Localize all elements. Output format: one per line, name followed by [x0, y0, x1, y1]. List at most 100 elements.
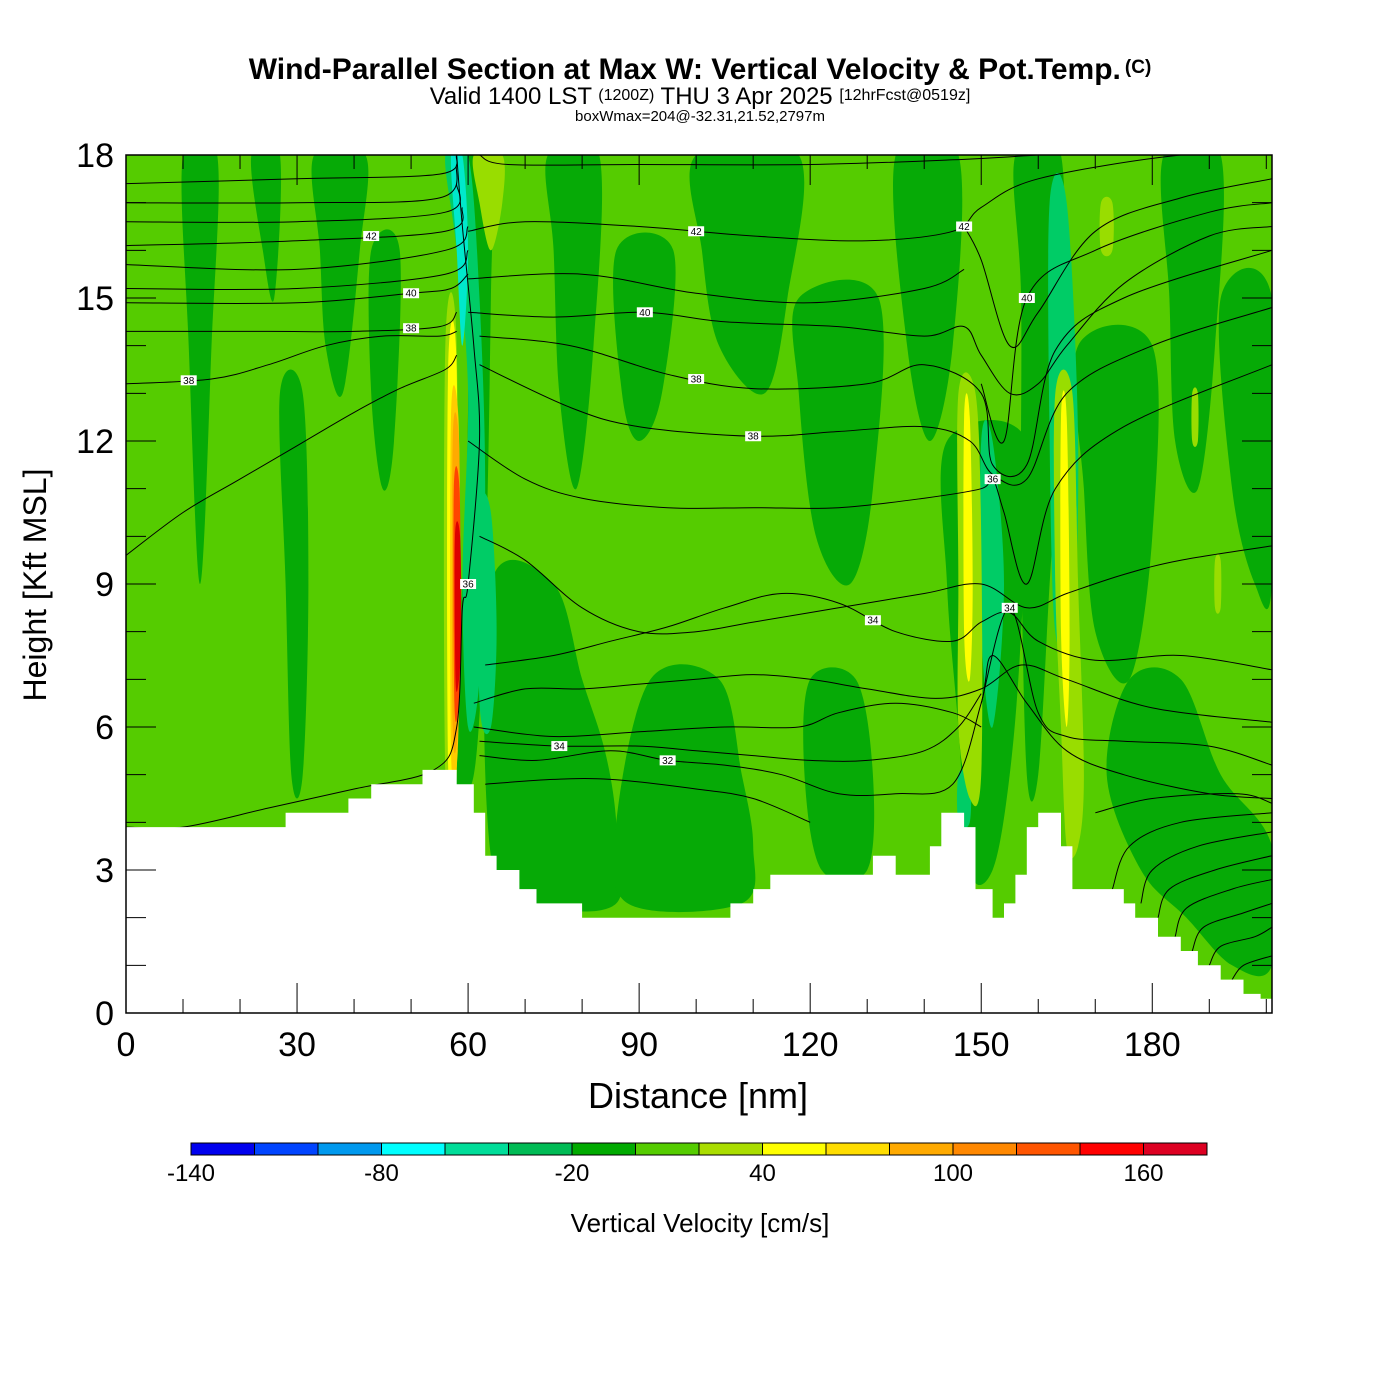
copyright-mark: (C)	[1124, 57, 1152, 78]
x-tick-label: 180	[1124, 1026, 1181, 1064]
x-tick-label: 120	[782, 1026, 839, 1064]
colorbar-swatch	[825, 1142, 890, 1156]
w-region	[311, 155, 369, 397]
y-tick-label: 18	[76, 137, 114, 175]
colorbar-swatch	[1079, 1142, 1144, 1156]
w-region	[454, 521, 462, 692]
theta-contour	[479, 535, 1272, 635]
w-region	[1191, 387, 1199, 447]
x-tick-label: 150	[953, 1026, 1010, 1064]
contour-label: 34	[551, 741, 568, 753]
x-tick-label: 0	[117, 1026, 136, 1064]
svg-text:38: 38	[691, 375, 703, 386]
svg-text:40: 40	[639, 308, 651, 319]
theta-contour	[1111, 812, 1272, 890]
colorbar-swatch	[1016, 1142, 1081, 1156]
svg-text:38: 38	[406, 324, 418, 335]
colorbar-tick-label: 40	[749, 1160, 776, 1187]
colorbar-swatch	[1143, 1142, 1208, 1156]
chart-subtitle: Valid 1400 LST (1200Z) THU 3 Apr 2025 [1…	[429, 83, 971, 110]
contour-label: 38	[403, 323, 420, 335]
chart-info-line: boxWmax=204@-32.31,21.52,2797m	[575, 108, 825, 125]
w-region	[1160, 155, 1224, 493]
w-region	[450, 155, 469, 346]
theta-contour	[126, 183, 461, 223]
contour-label: 32	[659, 755, 676, 767]
contour-label: 42	[363, 231, 380, 243]
theta-contour	[126, 330, 457, 385]
theta-contour	[1095, 793, 1272, 814]
y-tick-label: 0	[95, 995, 114, 1033]
svg-text:36: 36	[463, 580, 475, 591]
contour-label: 36	[460, 579, 477, 591]
contour-label: 38	[745, 431, 762, 443]
y-tick-label: 3	[95, 852, 114, 890]
contour-label: 38	[180, 375, 197, 387]
svg-text:34: 34	[554, 742, 566, 753]
theta-contour	[126, 207, 464, 247]
theta-contour	[468, 155, 1272, 242]
w-region	[979, 420, 1004, 728]
w-region	[279, 369, 309, 799]
w-region	[484, 559, 623, 912]
theta-contour	[467, 364, 1272, 585]
theta-contour	[479, 693, 982, 762]
svg-text:40: 40	[1021, 294, 1033, 305]
theta-contour	[126, 155, 458, 185]
svg-text:34: 34	[867, 616, 879, 627]
contour-label: 38	[688, 374, 705, 386]
w-region	[1099, 196, 1114, 257]
terrain	[126, 769, 1272, 1013]
w-region	[472, 155, 505, 251]
theta-contour	[1140, 831, 1272, 904]
contour-label: 40	[636, 307, 653, 319]
colorbar-swatch	[254, 1142, 319, 1156]
colorbar-swatch	[889, 1142, 954, 1156]
potential-temperature-contours	[126, 155, 1272, 980]
y-tick-label: 12	[76, 423, 114, 461]
colorbar: -140 -80 -20 40 100 160	[167, 1142, 1208, 1187]
contour-label: 40	[403, 288, 420, 300]
theta-contour	[126, 155, 481, 830]
colorbar-tick-label: -20	[555, 1160, 590, 1187]
theta-contour	[126, 164, 458, 204]
colorbar-swatch	[444, 1142, 509, 1156]
theta-contour	[473, 702, 982, 738]
theta-contour	[479, 249, 1272, 477]
theta-contour	[479, 654, 1272, 799]
colorbar-swatch	[381, 1142, 446, 1156]
w-region	[1106, 667, 1272, 977]
theta-contour	[485, 592, 1272, 671]
contour-label: 34	[864, 615, 881, 627]
svg-text:42: 42	[691, 227, 703, 238]
contour-label: 42	[956, 221, 973, 233]
w-region	[803, 667, 875, 882]
contour-label: 34	[1001, 602, 1018, 614]
theta-contour	[479, 307, 1272, 486]
y-tick-label: 9	[95, 566, 114, 604]
colorbar-swatch	[571, 1142, 636, 1156]
colorbar-tick-label: -140	[167, 1160, 215, 1187]
theta-contour	[1157, 855, 1272, 918]
w-region	[612, 664, 756, 913]
w-region	[181, 155, 219, 584]
w-region	[963, 393, 973, 682]
svg-text:42: 42	[366, 232, 378, 243]
theta-contour	[1174, 879, 1272, 937]
theta-contour	[126, 249, 469, 291]
terrain-mask	[126, 769, 1272, 1013]
theta-contour	[473, 664, 1272, 723]
chart-title: Wind-Parallel Section at Max W: Vertical…	[248, 53, 1152, 86]
contour-label: 36	[984, 474, 1001, 486]
theta-contour	[479, 155, 1039, 166]
colorbar-swatch	[190, 1142, 255, 1156]
colorbar-swatch	[698, 1142, 763, 1156]
colorbar-swatch	[762, 1142, 827, 1156]
svg-text:36: 36	[987, 475, 999, 486]
w-region	[1214, 554, 1222, 614]
title-block: Wind-Parallel Section at Max W: Vertical…	[0, 0, 1400, 140]
svg-text:32: 32	[662, 756, 674, 767]
w-region	[1073, 324, 1159, 684]
